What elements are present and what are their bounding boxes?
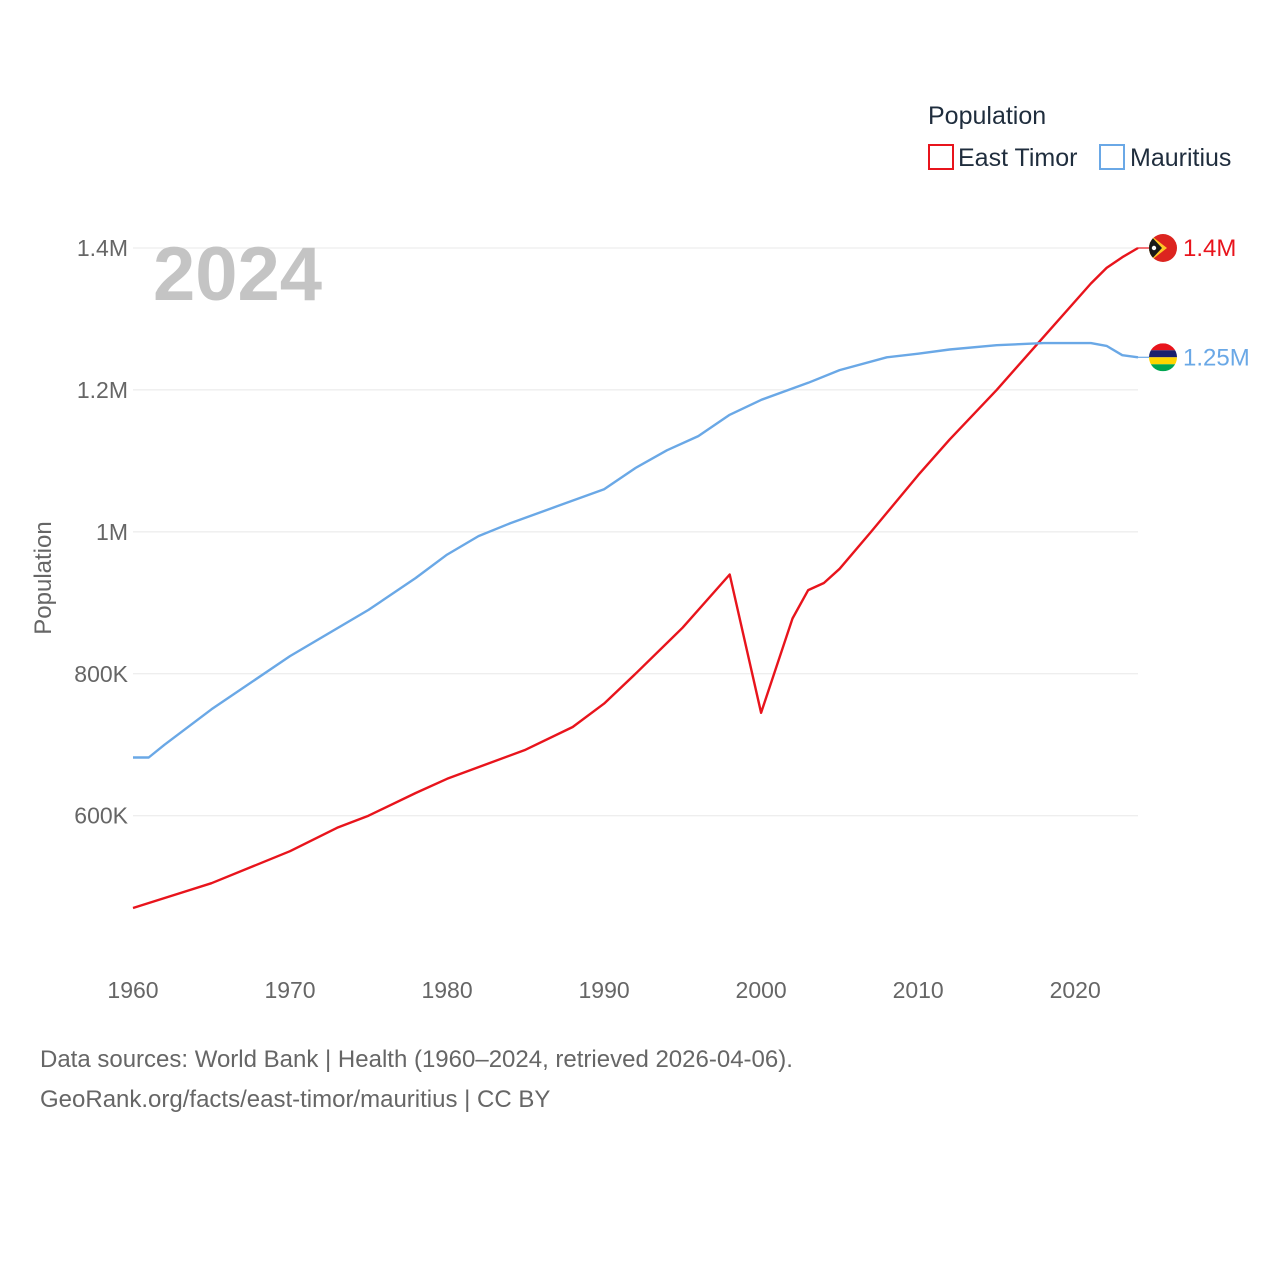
x-tick-label: 2010 xyxy=(893,977,944,1003)
legend-swatch-east-timor xyxy=(928,144,954,170)
east-timor-flag-icon xyxy=(1149,234,1177,262)
series-line-mauritius[interactable] xyxy=(133,341,1139,759)
series-line-east-timor[interactable] xyxy=(132,246,1139,910)
y-tick-label: 800K xyxy=(74,661,128,687)
legend-label-east-timor: East Timor xyxy=(958,144,1077,172)
end-value-label: 1.4M xyxy=(1183,235,1236,262)
year-label: 2024 xyxy=(153,232,322,317)
legend: Population East Timor Mauritius xyxy=(928,102,1231,172)
gridlines xyxy=(133,247,1138,817)
y-axis-ticks: 600K 800K 1M 1.2M 1.4M xyxy=(74,235,128,829)
x-tick-label: 2000 xyxy=(736,977,787,1003)
attribution-link[interactable]: GeoRank.org/facts/east-timor/mauritius |… xyxy=(40,1086,551,1113)
legend-item-mauritius[interactable]: Mauritius xyxy=(1099,144,1231,172)
y-axis-title: Population xyxy=(30,521,57,634)
legend-item-east-timor[interactable]: East Timor xyxy=(928,144,1077,172)
data-source-note: Data sources: World Bank | Health (1960–… xyxy=(40,1046,793,1073)
x-tick-label: 1960 xyxy=(107,977,158,1003)
x-axis-ticks: 1960 1970 1980 1990 2000 2010 2020 xyxy=(107,977,1100,1003)
legend-label-mauritius: Mauritius xyxy=(1130,144,1231,172)
y-tick-label: 1.4M xyxy=(77,235,128,261)
x-tick-label: 2020 xyxy=(1050,977,1101,1003)
series-lines xyxy=(132,246,1139,910)
legend-title: Population xyxy=(928,102,1046,130)
end-value-label: 1.25M xyxy=(1183,344,1250,371)
footer: Data sources: World Bank | Health (1960–… xyxy=(40,1040,793,1120)
end-markers: 1.4M 1.25M xyxy=(1138,234,1250,372)
x-tick-label: 1990 xyxy=(579,977,630,1003)
legend-swatch-mauritius xyxy=(1099,144,1125,170)
y-tick-label: 1M xyxy=(96,519,128,545)
y-tick-label: 1.2M xyxy=(77,377,128,403)
mauritius-flag-icon xyxy=(1149,343,1177,372)
x-tick-label: 1980 xyxy=(421,977,472,1003)
y-tick-label: 600K xyxy=(74,803,128,829)
x-tick-label: 1970 xyxy=(264,977,315,1003)
